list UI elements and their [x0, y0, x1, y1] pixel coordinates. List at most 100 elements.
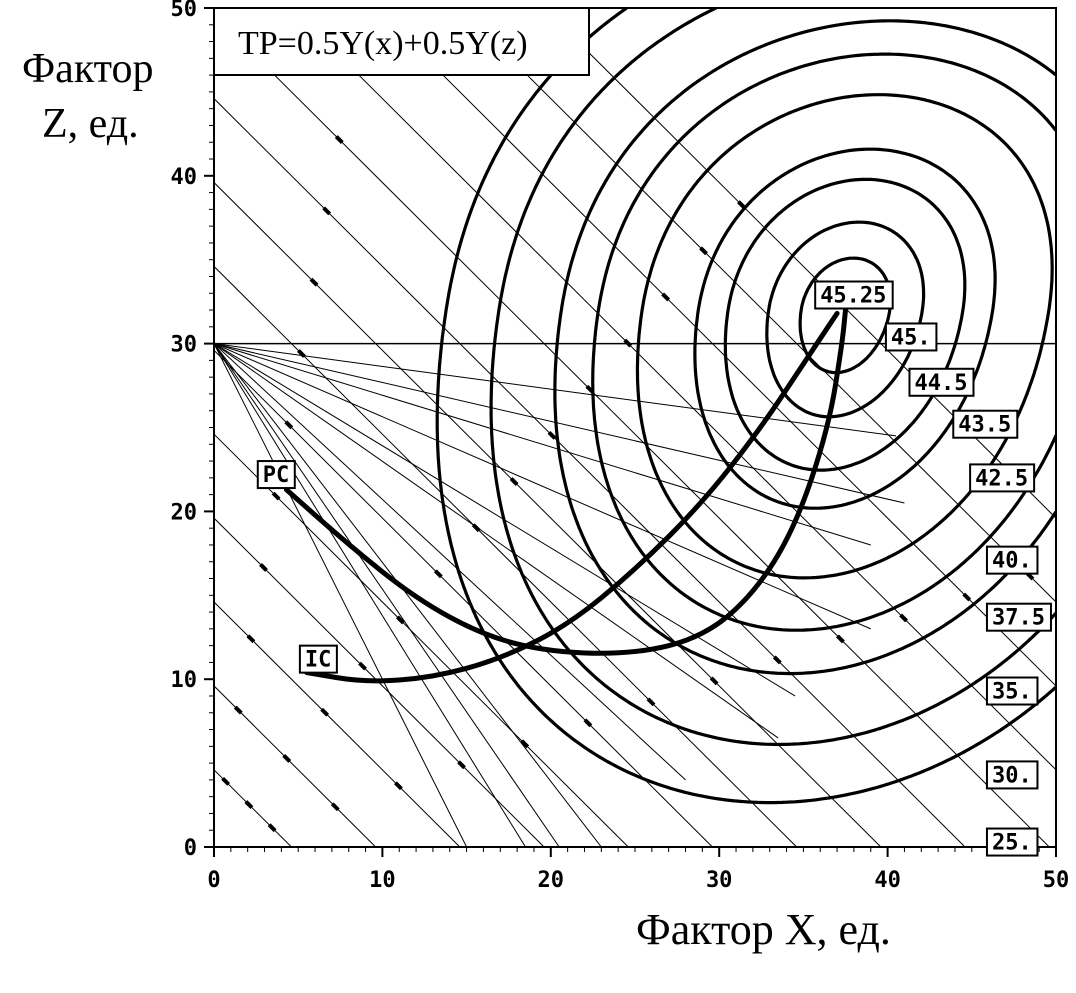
label-37.5-text: 37.5	[992, 606, 1045, 631]
fan-line	[214, 343, 779, 739]
x-tick-label: 30	[706, 868, 733, 893]
label-30.-text: 30.	[992, 763, 1032, 788]
budget-line-mark	[259, 563, 268, 572]
x-tick-label: 0	[207, 868, 220, 893]
label-42.5: 42.5	[969, 463, 1036, 493]
curve-ic	[304, 310, 840, 684]
formula-box: TP=0.5Y(x)+0.5Y(z)	[213, 7, 590, 76]
budget-line-mark	[646, 697, 656, 707]
budget-line-mark	[320, 707, 330, 717]
budget-line-mark	[267, 823, 277, 833]
budget-line-mark	[583, 718, 593, 728]
label-45.-box	[884, 322, 938, 352]
budget-line-mark	[457, 760, 466, 770]
label-40.-text: 40.	[992, 549, 1032, 574]
y-tick-label: 50	[171, 0, 198, 22]
label-30.-box	[985, 760, 1039, 790]
axis-ticks-layer: 0 10 20 30 40 50 0 10 20 30 40 50	[171, 0, 1070, 893]
budget-line-mark	[282, 753, 292, 763]
fan-line	[214, 343, 871, 630]
budget-line	[543, 8, 1056, 519]
label-pc: PC	[256, 460, 296, 490]
budget-line-mark	[699, 246, 708, 256]
label-37.5-box	[985, 602, 1052, 632]
label-45.: 45.	[884, 322, 938, 352]
label-45.25-text: 45.25	[820, 284, 886, 309]
budget-line-mark	[334, 135, 344, 144]
y-tick-label: 30	[171, 333, 198, 358]
x-tick-label: 40	[874, 868, 901, 893]
label-44.5: 44.5	[908, 367, 975, 397]
fan-line	[214, 343, 602, 847]
label-37.5: 37.5	[985, 602, 1052, 632]
label-45.25: 45.25	[814, 280, 894, 310]
budget-line-mark	[393, 781, 403, 791]
budget-line-mark	[246, 634, 256, 644]
budget-line-mark	[899, 613, 909, 623]
budget-line	[214, 601, 461, 847]
contour-layer	[435, 8, 1056, 805]
pc-ic-curves-layer	[283, 307, 848, 684]
budget-line-mark	[358, 661, 367, 671]
label-25.-text: 25.	[992, 831, 1032, 856]
fan-line	[214, 343, 905, 504]
fan-line	[214, 343, 871, 546]
fan-line	[214, 343, 560, 847]
label-25.: 25.	[985, 827, 1039, 857]
x-tick-label: 20	[538, 868, 565, 893]
budget-line-mark	[330, 802, 340, 812]
budget-line	[214, 14, 1050, 847]
y-tick-label: 10	[171, 668, 198, 693]
label-43.5-text: 43.5	[958, 413, 1011, 438]
label-pc-text: PC	[263, 463, 290, 488]
label-25.-box	[985, 827, 1039, 857]
budget-line-mark	[271, 491, 281, 501]
budget-line-mark	[661, 292, 671, 302]
budget-line-mark	[772, 655, 782, 665]
label-35.-text: 35.	[992, 680, 1032, 705]
y-axis-title-line2: Z, ед.	[42, 101, 139, 147]
plot-frame	[213, 7, 1057, 848]
contour-40.	[635, 93, 1054, 580]
budget-line	[290, 8, 1056, 771]
fan-line	[214, 343, 526, 847]
budget-line	[214, 349, 713, 847]
label-35.-box	[985, 676, 1039, 706]
label-42.5-box	[969, 463, 1036, 493]
x-tick-label: 10	[369, 868, 396, 893]
label-45.25-box	[814, 280, 894, 310]
x-tick-label: 50	[1043, 868, 1070, 893]
contour-25.	[435, 8, 1056, 805]
label-35.: 35.	[985, 676, 1039, 706]
budget-line	[214, 98, 966, 847]
budget-line-mark	[520, 739, 530, 749]
label-ic: IC	[298, 644, 338, 674]
budget-lines-layer	[214, 8, 1056, 847]
label-44.5-box	[908, 367, 975, 397]
budget-line-mark	[233, 705, 243, 715]
label-30.: 30.	[985, 760, 1039, 790]
budget-line-mark	[433, 569, 443, 579]
y-tick-label: 40	[171, 165, 198, 190]
budget-line	[459, 8, 1056, 603]
budget-line-mark	[284, 420, 294, 430]
curve-pc	[283, 307, 848, 656]
label-40.-box	[985, 545, 1039, 575]
fan-line	[214, 343, 686, 781]
x-axis-title: Фактор X, ед.	[636, 905, 891, 954]
budget-line-mark	[836, 634, 845, 644]
budget-line-mark	[737, 200, 746, 210]
budget-line-mark	[221, 776, 231, 786]
budget-line-mark	[244, 800, 254, 809]
y-axis-title-line1: Фактор	[22, 46, 153, 92]
label-43.5-box	[952, 409, 1019, 439]
y-tick-label: 0	[184, 836, 197, 861]
budget-line	[214, 182, 882, 847]
budget-line-mark	[509, 477, 519, 486]
label-42.5-text: 42.5	[975, 466, 1028, 491]
contour-30.	[489, 8, 1056, 747]
fan-lines-layer	[214, 343, 905, 847]
chart-title: TP=0.5Y(x)+0.5Y(z)	[238, 25, 528, 62]
label-43.5: 43.5	[952, 409, 1019, 439]
